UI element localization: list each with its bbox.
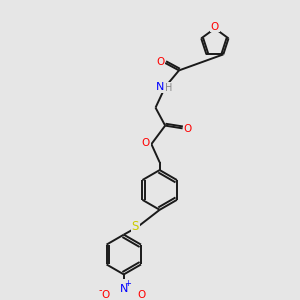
Text: N: N bbox=[120, 284, 128, 294]
Text: N: N bbox=[156, 82, 165, 92]
Text: O: O bbox=[101, 290, 110, 300]
Text: H: H bbox=[165, 83, 172, 93]
Text: O: O bbox=[138, 290, 146, 300]
Text: S: S bbox=[132, 220, 139, 233]
Text: O: O bbox=[142, 138, 150, 148]
Text: O: O bbox=[211, 22, 219, 32]
Text: O: O bbox=[183, 124, 192, 134]
Text: +: + bbox=[124, 279, 131, 288]
Text: -: - bbox=[98, 285, 102, 295]
Text: O: O bbox=[156, 57, 164, 68]
